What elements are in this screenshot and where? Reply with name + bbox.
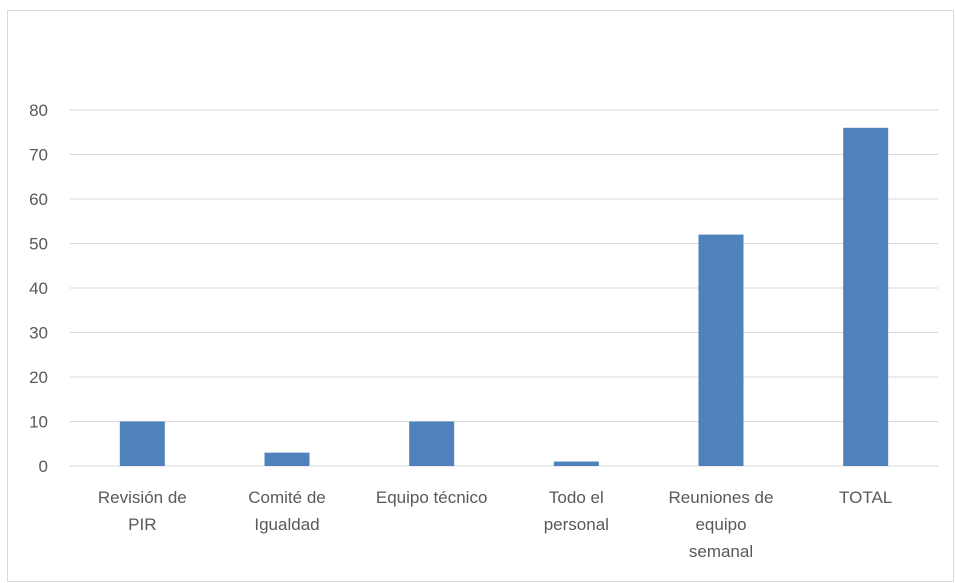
y-tick-label: 80 [29,101,48,120]
chart-frame [7,10,954,582]
x-axis-category-labels: Revisión de PIR Comité de Igualdad Equipo té… [98,488,892,561]
y-tick-label: 20 [29,368,48,387]
y-tick-label: 70 [29,146,48,165]
y-tick-label: 10 [29,413,48,432]
x-category-label: TOTAL [839,488,892,507]
y-tick-label: 30 [29,324,48,343]
bar-0 [119,421,165,466]
x-category-label-line: TOTAL [839,488,892,507]
bar-3 [553,461,599,466]
x-category-label-line: equipo [695,515,746,534]
y-tick-label: 50 [29,235,48,254]
x-category-label: Equipo técnico [376,488,488,507]
bar-1 [264,452,310,466]
x-category-label: Comité de Igualdad [248,488,325,534]
x-category-label-line: Igualdad [254,515,319,534]
bar-2 [409,421,455,466]
x-category-label-line: Equipo técnico [376,488,488,507]
y-tick-label: 60 [29,190,48,209]
x-category-label: Reuniones de equipo semanal [669,488,774,561]
x-category-label-line: Todo el [549,488,604,507]
x-category-label-line: personal [544,515,609,534]
bars [119,127,889,467]
x-category-label-line: Reuniones de [669,488,774,507]
x-category-label-line: Comité de [248,488,325,507]
y-tick-label: 0 [39,457,48,476]
x-category-label: Revisión de PIR [98,488,187,534]
x-category-label-line: semanal [689,542,753,561]
y-tick-label: 40 [29,279,48,298]
bar-4 [698,234,744,466]
x-category-label-line: PIR [128,515,156,534]
bar-5 [843,127,889,467]
x-category-label-line: Revisión de [98,488,187,507]
gridlines [70,109,938,467]
y-axis-tick-labels: 0 10 20 30 40 50 60 70 80 [29,101,48,476]
x-category-label: Todo el personal [544,488,609,534]
